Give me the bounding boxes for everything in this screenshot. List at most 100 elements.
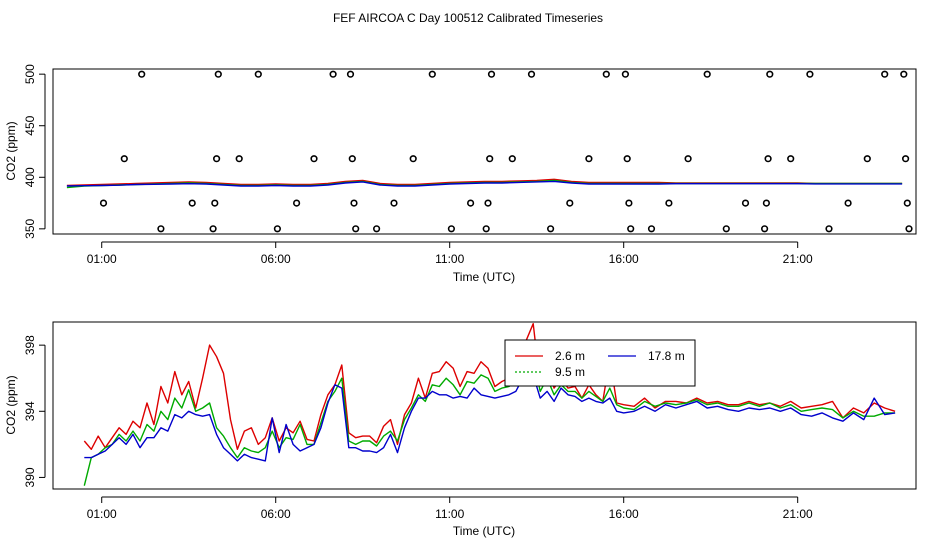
top-panel: 350 400 450 500 01:00 06:00 11:00 16:00 21:00 T… [4, 64, 917, 284]
top-series-17-8-m [66, 180, 903, 187]
legend-label-9-5m: 9.5 m [555, 365, 585, 379]
scatter-point [293, 199, 301, 207]
top-x-tick-label: 11:00 [435, 252, 464, 266]
top-y-tick-label: 450 [23, 115, 37, 135]
scatter-point [348, 155, 356, 163]
scatter-point [760, 225, 769, 233]
scatter-point [214, 70, 222, 78]
top-x-tick-label: 21:00 [783, 252, 813, 266]
scatter-point [825, 225, 833, 233]
scatter-point [138, 70, 146, 78]
scatter-point [905, 225, 913, 233]
scatter-point [373, 225, 381, 233]
scatter-point [703, 70, 711, 78]
scatter-point [188, 199, 196, 207]
bot-x-tick-label: 06:00 [261, 507, 291, 521]
top-series-lines [66, 178, 903, 189]
scatter-point [329, 70, 337, 78]
top-x-tick-label: 01:00 [87, 252, 117, 266]
top-x-axis: 01:00 06:00 11:00 16:00 21:00 [87, 241, 813, 266]
scatter-point [99, 199, 108, 207]
scatter-point [486, 155, 494, 163]
legend-box [504, 339, 696, 387]
scatter-point [273, 225, 282, 233]
top-y-tick-label: 400 [23, 167, 37, 187]
bot-x-tick-label: 11:00 [435, 507, 464, 521]
scatter-point [390, 199, 398, 207]
scatter-point [623, 155, 631, 163]
legend-label-2-6m: 2.6 m [555, 349, 585, 363]
scatter-point [764, 155, 772, 163]
scatter-point [209, 225, 217, 233]
scatter-point [621, 70, 630, 78]
scatter-point [602, 70, 610, 78]
top-x-label: Time (UTC) [453, 270, 515, 284]
bottom-series-lines [83, 323, 896, 486]
scatter-point [863, 155, 871, 163]
scatter-point [447, 225, 456, 233]
scatter-point [346, 70, 355, 78]
scatter-point [762, 199, 771, 207]
scatter-point [482, 225, 490, 233]
bot-x-tick-label: 16:00 [609, 507, 639, 521]
scatter-point [585, 155, 593, 163]
bottom-x-axis: 01:00 06:00 11:00 16:00 21:00 [87, 496, 813, 521]
scatter-point [881, 70, 889, 78]
scatter-point [508, 155, 516, 163]
bot-x-tick-label: 21:00 [783, 507, 813, 521]
bot-y-tick-label: 398 [23, 335, 37, 355]
bot-y-tick-label: 394 [23, 401, 37, 421]
bot-series-2-6-m [83, 323, 896, 450]
top-y-tick-label: 500 [23, 64, 37, 84]
scatter-point [120, 155, 128, 163]
bot-y-tick-label: 390 [23, 467, 37, 487]
scatter-point [254, 70, 262, 78]
scatter-point [310, 155, 318, 163]
scatter-point [352, 225, 360, 233]
bottom-panel: 390 394 398 01:00 06:00 11:00 16:00 21:00 Time… [4, 321, 917, 538]
scatter-point [625, 199, 633, 207]
scatter-point [235, 155, 243, 163]
scatter-point [741, 199, 750, 207]
scatter-point [213, 155, 221, 163]
scatter-point [428, 70, 436, 78]
scatter-point [903, 199, 911, 207]
scatter-point [627, 225, 635, 233]
scatter-point [844, 199, 852, 207]
scatter-point [787, 155, 795, 163]
scatter-point [467, 199, 475, 207]
bot-series-17-8-m [84, 374, 896, 462]
bottom-y-label: CO2 (ppm) [4, 375, 18, 434]
scatter-point [684, 155, 692, 163]
scatter-point [487, 70, 496, 78]
bottom-plot-frame [52, 321, 917, 490]
top-x-tick-label: 16:00 [609, 252, 639, 266]
scatter-point [157, 225, 165, 233]
scatter-point [901, 155, 910, 163]
top-y-axis: 350 400 450 500 [23, 64, 46, 239]
legend-label-17-8m: 17.8 m [648, 349, 685, 363]
bot-series-9-5-m [83, 357, 896, 486]
scatter-point [484, 199, 492, 207]
scatter-point [722, 225, 730, 233]
top-scatter-points [99, 70, 913, 233]
bottom-y-axis: 390 394 398 [23, 335, 46, 487]
bot-x-tick-label: 01:00 [87, 507, 117, 521]
chart-title: FEF AIRCOA C Day 100512 Calibrated Times… [333, 11, 603, 25]
legend: 2.6 m 9.5 m 17.8 m [504, 339, 696, 387]
scatter-point [527, 70, 536, 78]
scatter-point [665, 199, 673, 207]
scatter-point [211, 199, 219, 207]
top-x-tick-label: 06:00 [261, 252, 291, 266]
top-y-label: CO2 (ppm) [4, 121, 18, 180]
top-y-tick-label: 350 [23, 219, 37, 239]
scatter-point [350, 199, 358, 207]
scatter-point [806, 70, 814, 78]
bottom-x-label: Time (UTC) [453, 524, 515, 538]
scatter-point [409, 155, 417, 163]
scatter-point [647, 225, 656, 233]
scatter-point [566, 199, 574, 207]
scatter-point [546, 225, 555, 233]
